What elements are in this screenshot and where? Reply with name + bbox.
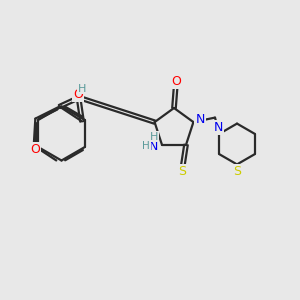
Text: O: O [30, 143, 40, 156]
Text: N: N [214, 121, 224, 134]
Text: H: H [78, 83, 86, 94]
Text: N: N [195, 113, 205, 126]
Text: N: N [149, 140, 158, 153]
Text: S: S [178, 164, 186, 178]
Text: H: H [142, 141, 150, 152]
Text: O: O [74, 88, 83, 101]
Text: H: H [149, 131, 158, 142]
Text: S: S [234, 165, 242, 178]
Text: O: O [171, 75, 181, 88]
